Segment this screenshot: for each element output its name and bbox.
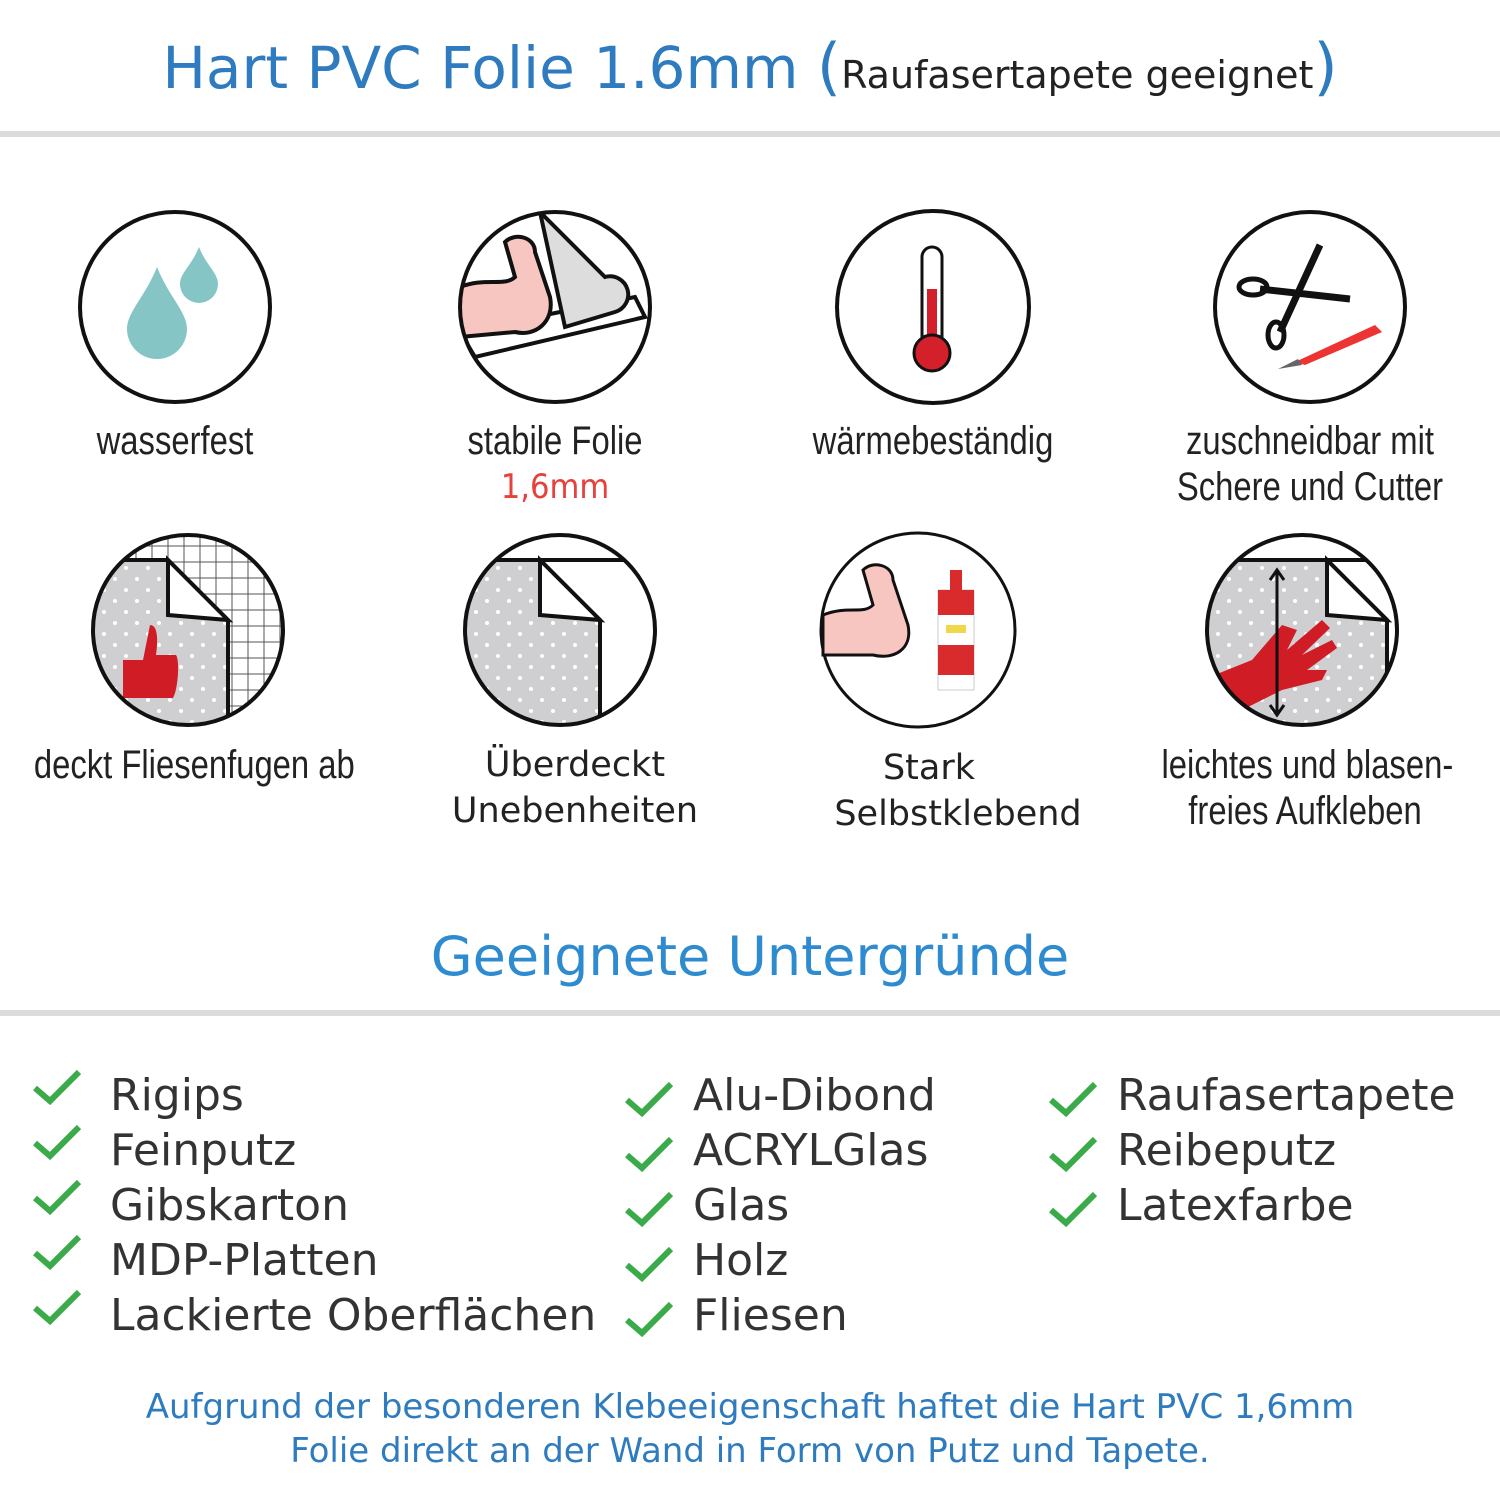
feature-label-text: stabile Folie [467,419,643,463]
feature-label: Stark Selbstklebend [768,745,1118,837]
surface-item: Raufasertapete [1117,1070,1456,1121]
check-icon [33,1234,82,1271]
check-icon [33,1179,82,1216]
water-drops-icon [78,210,272,404]
thickness-label: 1,6mm [500,467,610,507]
check-icon [625,1301,674,1338]
surface-item: ACRYLGlas [693,1125,929,1176]
paren: ( [816,30,842,103]
hand-smoothing-icon [1205,533,1399,727]
foil-corner-icon [463,533,657,727]
surface-item: Glas [693,1180,790,1231]
feature-label-line: zuschneidbar mit [1186,419,1434,463]
check-icon [33,1124,82,1161]
thermometer-icon [835,209,1031,405]
surface-item: Lackierte Oberflächen [110,1290,597,1341]
check-icon [33,1289,82,1326]
scissors-cutter-icon [1213,210,1407,404]
check-icon [625,1246,674,1283]
check-icon [625,1081,674,1118]
feature-label-line: leichtes und blasen- [1161,743,1454,787]
check-icon [1049,1081,1098,1118]
title-main: Hart PVC Folie 1.6mm [162,34,799,102]
page-title: Hart PVC Folie 1.6mm (Raufasertapete gee… [0,30,1500,103]
feature-label-line: freies Aufkleben [1188,789,1422,833]
divider [0,1010,1500,1016]
footer-line: Folie direkt an der Wand in Form von Put… [290,1431,1210,1471]
strong-arm-foil-icon [458,210,652,404]
feature-label-line: Überdeckt [484,745,666,785]
paren: ) [1313,30,1338,103]
section-title: Geeignete Untergründe [430,925,1070,988]
surface-item: Reibeputz [1117,1125,1337,1176]
feature-label: Überdeckt Unebenheiten [400,742,750,834]
feature-label: stabile Folie 1,6mm [412,418,699,510]
check-icon [625,1191,674,1228]
strong-arm-glue-icon [819,531,1017,729]
footer-note: Aufgrund der besonderen Klebeeigenschaft… [0,1385,1500,1473]
check-icon [33,1069,82,1106]
feature-label: wärmebeständig [812,419,1054,463]
surface-item: Fliesen [693,1290,848,1341]
check-icon [1049,1136,1098,1173]
surface-item: MDP-Platten [110,1235,379,1286]
feature-label: deckt Fliesenfugen ab [33,743,355,787]
footer-line: Aufgrund der besonderen Klebeeigenschaft… [145,1387,1355,1427]
feature-label-line: Unebenheiten [451,791,699,831]
title-subtitle: Raufasertapete geeignet [841,53,1314,97]
surface-item: Rigips [110,1070,244,1121]
surface-item: Gibskarton [110,1180,349,1231]
feature-label: leichtes und blasen- freies Aufkleben [1161,742,1454,834]
surface-item: Holz [693,1235,789,1286]
feature-label: wasserfest [96,419,254,463]
feature-label-line: Schere und Cutter [1176,465,1444,509]
thumbs-up-tiles-icon [91,533,285,727]
feature-label-line: Selbstklebend [834,794,1082,834]
check-icon [1049,1191,1098,1228]
check-icon [625,1136,674,1173]
feature-label: zuschneidbar mit Schere und Cutter [1167,418,1454,510]
divider [0,131,1500,137]
feature-label-line: Stark [882,748,976,788]
surface-item: Alu-Dibond [693,1070,936,1121]
surface-item: Latexfarbe [1117,1180,1354,1231]
surface-item: Feinputz [110,1125,297,1176]
